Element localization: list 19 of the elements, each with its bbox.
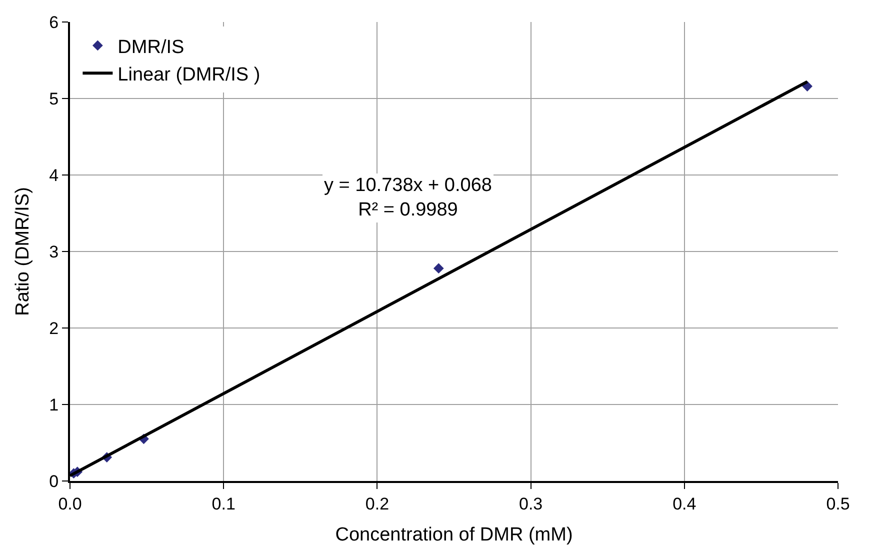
x-tick-label: 0.4 xyxy=(672,494,696,514)
y-tick-label: 2 xyxy=(49,318,59,338)
x-tick-label: 0.1 xyxy=(212,494,236,514)
y-tick-label: 4 xyxy=(49,166,59,185)
x-tick-label: 0.5 xyxy=(826,494,850,514)
x-tick-label: 0.0 xyxy=(58,494,82,514)
legend-label: DMR/IS xyxy=(118,36,184,58)
x-tick-label: 0.3 xyxy=(518,494,543,514)
y-tick-label: 6 xyxy=(49,12,59,32)
y-tick-label: 3 xyxy=(49,242,59,262)
y-tick-label: 0 xyxy=(49,472,59,491)
y-tick-label: 1 xyxy=(49,395,59,414)
point xyxy=(433,263,444,274)
annotation: y = 10.738x + 0.068 R² = 0.9989 xyxy=(324,175,492,221)
legend-label: Linear (DMR/IS ) xyxy=(118,64,260,86)
x-tick-label: 0.2 xyxy=(365,494,390,514)
x-axis-title: Concentration of DMR (mM) xyxy=(335,524,573,546)
y-tick-label: 5 xyxy=(49,89,59,108)
y-axis-title: Ratio (DMR/IS) xyxy=(12,187,34,316)
